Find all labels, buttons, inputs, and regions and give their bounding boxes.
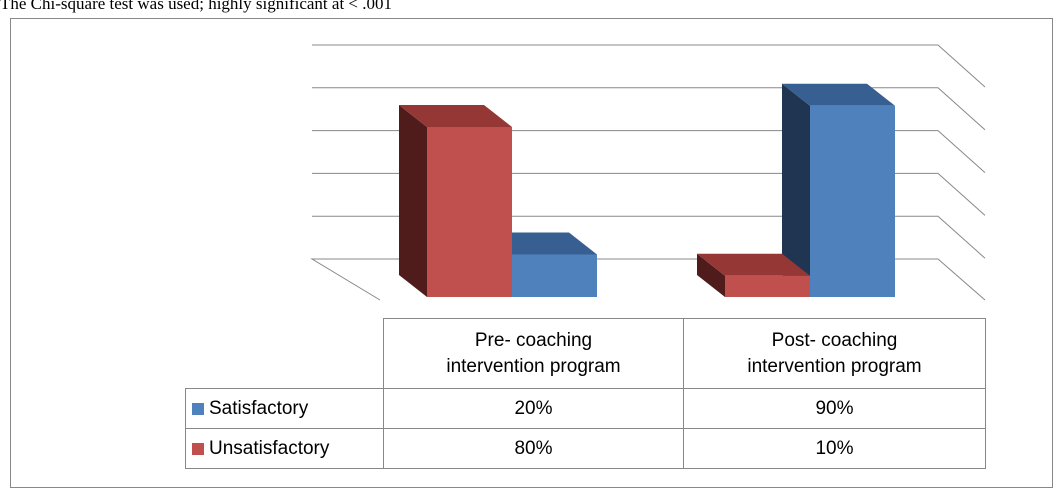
grid-line	[312, 215, 986, 259]
category-label-text: Post- coaching intervention program	[747, 329, 922, 377]
category-label-text: Pre- coaching intervention program	[446, 329, 621, 377]
grid-line	[312, 87, 986, 131]
bar	[810, 105, 895, 297]
bar-top	[697, 253, 810, 276]
bar-side	[697, 253, 725, 297]
bar-top	[484, 232, 597, 255]
value-label-text: 20%	[514, 397, 553, 419]
grid-line	[312, 172, 986, 216]
legend-entry-text: Satisfactory	[209, 397, 309, 419]
value-label: 90%	[683, 388, 986, 429]
value-label-text: 10%	[815, 437, 854, 459]
bar-side	[782, 83, 810, 297]
legend-entry: Satisfactory	[185, 388, 384, 429]
value-label: 20%	[383, 388, 684, 429]
bar	[512, 254, 597, 297]
bar-top	[782, 83, 895, 106]
category-label: Pre- coaching intervention program	[383, 318, 684, 389]
bar-side	[399, 105, 427, 297]
floor	[310, 258, 986, 301]
legend-entry: Unsatisfactory	[185, 428, 384, 469]
value-label: 80%	[383, 428, 684, 469]
grid-line	[312, 44, 986, 88]
value-label-text: 90%	[815, 397, 854, 419]
bar	[427, 127, 512, 297]
legend-entry-text: Unsatisfactory	[209, 437, 330, 459]
legend-key	[192, 442, 204, 455]
bar	[725, 275, 810, 297]
bar-top	[399, 105, 512, 127]
note: The Chi-square test was used; highly sig…	[0, 0, 393, 13]
grid-line	[312, 130, 986, 173]
value-label-text: 80%	[514, 437, 553, 459]
value-label: 10%	[683, 428, 986, 469]
legend-key	[192, 402, 204, 415]
category-label: Post- coaching intervention program	[683, 318, 986, 389]
